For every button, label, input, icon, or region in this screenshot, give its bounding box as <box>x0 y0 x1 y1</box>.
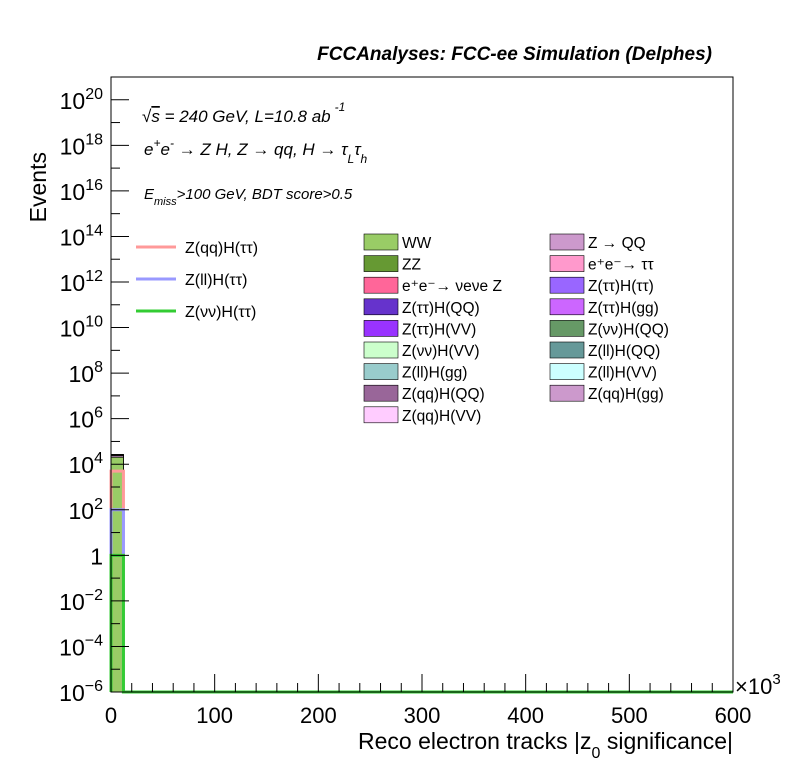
y-tick-label: 1016 <box>60 177 103 205</box>
legend-fill-swatch <box>363 276 399 294</box>
legend-fill-swatch <box>549 363 585 380</box>
legend-background-label: Z(ττ)H(gg) <box>588 300 659 317</box>
legend-background-label: Z(νν)H(VV) <box>402 343 480 360</box>
y-axis-ticks: 10−6 10−4 10−2 1 102 104 106 108 1010 1012 1014 101… <box>59 76 129 706</box>
bar-WW <box>110 457 124 693</box>
legend-background-label: Z(qq)H(QQ) <box>402 386 485 403</box>
x-axis-multiplier-base: ×10 <box>735 674 772 699</box>
legend-signals: Z(qq)H(ττ) Z(ll)H(ττ) Z(νν)H(ττ) <box>136 240 258 321</box>
x-axis-multiplier: ×103 <box>735 671 781 699</box>
legend-background-label: e⁺e⁻→ νeνe Z <box>402 278 502 295</box>
x-tick-label: 0 <box>105 703 117 728</box>
legend-background-label: Z(ττ)H(ττ) <box>588 278 654 295</box>
legend-background-label: e⁺e⁻→ ττ <box>588 257 654 274</box>
x-tick-label: 300 <box>404 703 441 728</box>
legend-background-label: Z(νν)H(QQ) <box>588 321 669 338</box>
x-axis-label-part-2: significance| <box>600 728 733 754</box>
x-axis-label: Reco electron tracks |z0 significance| <box>358 728 733 762</box>
x-tick-label: 200 <box>300 703 337 728</box>
x-axis-ticks: 0 100 200 300 400 500 600 <box>105 674 751 728</box>
annotation-energy-lumi: √s = 240 GeV, L=10.8 ab -1 <box>142 100 345 126</box>
legend-background-label: Z(ττ)H(VV) <box>402 321 476 338</box>
y-tick-label: 1014 <box>60 222 103 250</box>
legend-fill-swatch <box>363 298 399 316</box>
legend-background-label: ZZ <box>402 257 421 274</box>
legend-background-label: Z(qq)H(VV) <box>402 408 481 425</box>
legend-background-label: Z(ττ)H(QQ) <box>402 300 480 317</box>
legend-background-label: Z(qq)H(gg) <box>588 386 664 403</box>
y-tick-label: 1012 <box>60 268 103 296</box>
y-tick-label: 10−4 <box>59 632 103 660</box>
legend-fill-swatch <box>363 406 399 424</box>
y-tick-label: 1 <box>90 543 103 569</box>
legend-fill-swatch <box>363 363 399 380</box>
legend-fill-swatch <box>363 320 399 337</box>
x-tick-label: 500 <box>611 703 648 728</box>
legend-background-label: Z(ll)H(QQ) <box>588 343 660 360</box>
legend-fill-swatch <box>549 320 585 337</box>
legend-background-label: Z → QQ <box>588 235 646 252</box>
y-axis-label: Events <box>25 152 51 222</box>
legend-fill-swatch <box>363 255 399 272</box>
y-tick-label: 102 <box>69 496 104 524</box>
legend-signal-label: Z(qq)H(ττ) <box>185 240 258 257</box>
y-tick-label: 104 <box>69 450 104 478</box>
y-tick-label: 106 <box>69 405 104 433</box>
x-tick-label: 400 <box>507 703 544 728</box>
y-tick-label: 10−2 <box>59 587 103 615</box>
y-tick-label: 1010 <box>60 314 103 342</box>
legend-fill-swatch <box>363 384 399 402</box>
annotation-process: e+e- → Z H, Z → qq, H → τLτh <box>144 136 368 166</box>
x-tick-label: 100 <box>196 703 233 728</box>
legend-backgrounds: WW Z → QQ ZZ e⁺e⁻→ ττ e⁺e⁻→ νeνe Z Z(ττ)H(ττ)… <box>363 233 669 425</box>
legend-fill-swatch <box>363 341 399 359</box>
legend-signal-label: Z(ll)H(ττ) <box>185 272 247 289</box>
x-axis-label-part-1: Reco electron tracks |z <box>358 728 592 754</box>
legend-fill-swatch <box>549 298 585 316</box>
annotation-selection: Emiss>100 GeV, BDT score>0.5 <box>144 186 353 208</box>
x-axis-label-subscript: 0 <box>592 745 601 762</box>
legend-background-label: Z(ll)H(VV) <box>588 365 657 382</box>
legend-fill-swatch <box>363 233 399 251</box>
legend-signal-label: Z(νν)H(ττ) <box>185 304 256 321</box>
x-tick-label: 600 <box>715 703 752 728</box>
stacked-bars <box>110 454 124 693</box>
y-tick-label: 1020 <box>60 86 103 114</box>
x-axis-multiplier-exp: 3 <box>772 671 780 688</box>
legend-fill-swatch <box>549 255 585 272</box>
legend-background-label: Z(ll)H(gg) <box>402 365 467 382</box>
y-tick-label: 108 <box>69 359 104 387</box>
chart-title: FCCAnalyses: FCC-ee Simulation (Delphes) <box>317 44 712 65</box>
legend-fill-swatch <box>549 384 585 402</box>
legend-background-label: WW <box>402 235 432 252</box>
legend-fill-swatch <box>549 276 585 294</box>
legend-fill-swatch <box>549 341 585 359</box>
y-tick-label: 10−6 <box>59 678 103 706</box>
y-tick-label: 1018 <box>60 131 103 159</box>
legend-fill-swatch <box>549 233 585 251</box>
